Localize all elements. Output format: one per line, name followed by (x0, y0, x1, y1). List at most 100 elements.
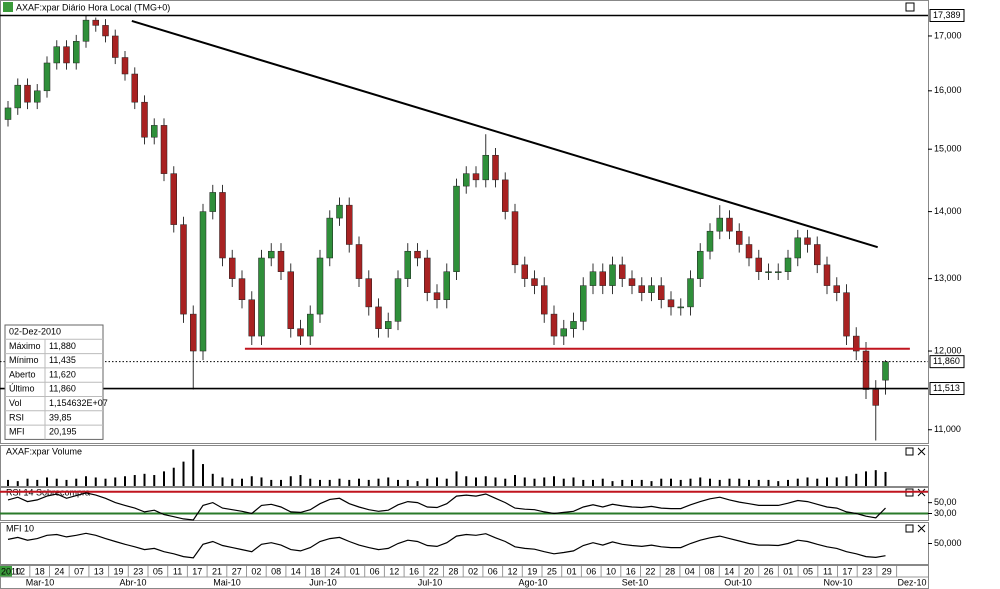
y-tick-label: 13,000 (934, 273, 962, 283)
candle-body (843, 292, 850, 337)
candle-body (307, 313, 314, 337)
info-label: Vol (9, 398, 22, 408)
info-value: 1,154632E+07 (49, 398, 108, 408)
info-label: Mínimo (9, 355, 39, 365)
candle-body (277, 250, 285, 272)
volume-bar (640, 479, 643, 486)
candle-body (784, 257, 792, 272)
volume-bar (202, 464, 204, 486)
candle-body (190, 313, 197, 352)
volume-bar (7, 479, 9, 486)
candle-body (414, 250, 421, 259)
candle-body (180, 224, 187, 315)
candle-body (365, 278, 372, 308)
candle-body (346, 204, 353, 245)
candle-body (609, 264, 616, 286)
y-tick-label: 50,000 (934, 538, 962, 548)
candle-body (882, 361, 889, 381)
volume-bar (387, 477, 390, 486)
x-day-label: 04 (685, 566, 695, 576)
maximize-button[interactable] (905, 447, 914, 456)
volume-bar (582, 479, 585, 486)
x-month-label: Mar-10 (26, 577, 55, 587)
volume-bar (855, 473, 858, 486)
volume-bar (36, 479, 39, 486)
candle-body (619, 264, 626, 279)
candle-body (628, 278, 636, 286)
x-day-label: 23 (862, 566, 872, 576)
volume-bar (845, 476, 848, 486)
candle-body (316, 257, 324, 315)
volume-bar (445, 478, 448, 486)
candle-body (531, 278, 538, 286)
price-label: 17,389 (933, 10, 961, 20)
rsi-panel (0, 487, 929, 521)
candle-body (853, 335, 860, 352)
y-tick-label: 50,00 (934, 497, 957, 507)
volume-bar (250, 476, 253, 486)
maximize-button[interactable] (905, 2, 915, 12)
volume-bar (562, 478, 565, 486)
candle-body (73, 41, 80, 64)
candle-body (736, 230, 743, 245)
x-day-label: 02 (468, 566, 478, 576)
x-day-label: 27 (232, 566, 242, 576)
maximize-button[interactable] (905, 524, 914, 533)
candle-body (502, 179, 509, 212)
volume-bar (767, 479, 770, 486)
candle-body (687, 278, 694, 308)
x-day-label: 19 (527, 566, 537, 576)
volume-bar (85, 476, 87, 486)
candle-body (814, 244, 821, 266)
info-label: Aberto (9, 369, 36, 379)
volume-bar (484, 476, 487, 486)
volume-bar (718, 479, 721, 486)
main-panel (0, 0, 929, 444)
candle-body (872, 389, 879, 406)
volume-bar (572, 477, 575, 486)
candle-body (492, 154, 499, 181)
candle-body (463, 173, 470, 187)
candle-body (375, 306, 382, 329)
y-tick-label: 12,000 (934, 345, 962, 355)
candle-body (131, 73, 138, 103)
volume-bar (319, 479, 321, 486)
candle-body (92, 19, 99, 26)
volume-bar (835, 477, 838, 486)
x-day-label: 01 (567, 566, 577, 576)
volume-bar (104, 478, 107, 486)
x-day-label: 01 (350, 566, 360, 576)
volume-bar (728, 478, 731, 486)
candle-body (541, 285, 548, 315)
x-day-label: 28 (665, 566, 675, 576)
x-day-label: 08 (704, 566, 714, 576)
volume-bar (436, 477, 438, 486)
volume-bar (748, 479, 750, 486)
candle-body (112, 35, 119, 58)
x-day-label: 08 (271, 566, 281, 576)
indicator-line (7, 492, 886, 521)
candle-body (560, 328, 567, 337)
volume-bar (455, 471, 458, 486)
price-label-box (929, 382, 965, 396)
volume-bar (260, 477, 263, 486)
volume-bar (377, 478, 380, 486)
volume-bar (114, 477, 117, 486)
candle-body (648, 285, 655, 293)
info-label: MFI (9, 427, 25, 437)
close-button[interactable] (917, 447, 926, 456)
candle-body (24, 84, 31, 103)
volume-bar (299, 475, 302, 486)
close-button[interactable] (917, 524, 926, 533)
volume-bar (874, 470, 877, 486)
candle-body (433, 292, 441, 301)
candle-body (638, 285, 645, 293)
candle-body (199, 211, 207, 352)
price-label-box (929, 355, 965, 369)
candle-body (580, 285, 587, 322)
volume-bar (338, 478, 341, 486)
x-month-label: Jul-10 (418, 577, 443, 587)
volume-bar (738, 478, 741, 486)
candle-body (160, 125, 168, 174)
